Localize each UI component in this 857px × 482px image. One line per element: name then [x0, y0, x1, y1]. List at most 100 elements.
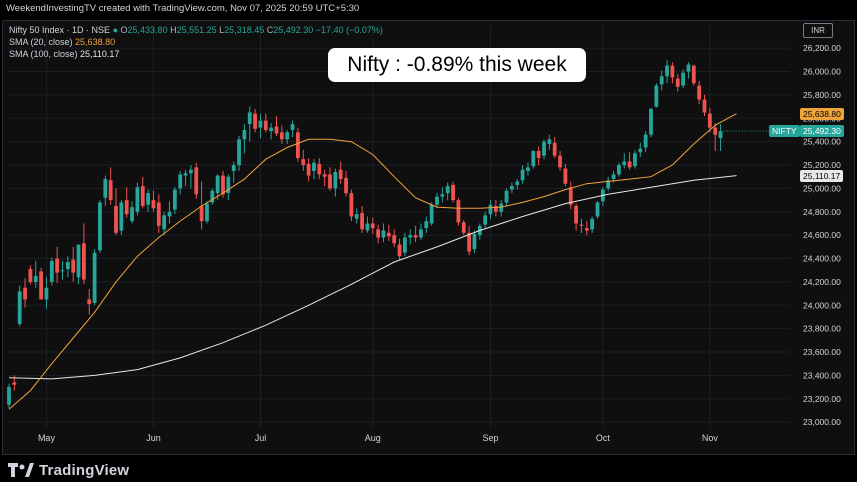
- candle[interactable]: [493, 200, 498, 217]
- candle[interactable]: [552, 137, 557, 159]
- candle[interactable]: [381, 223, 386, 243]
- candle[interactable]: [386, 224, 391, 242]
- candle[interactable]: [140, 176, 145, 209]
- candle[interactable]: [638, 142, 643, 157]
- currency-button[interactable]: INR: [803, 23, 833, 38]
- candle[interactable]: [258, 113, 263, 139]
- candle[interactable]: [531, 149, 536, 169]
- candle[interactable]: [237, 135, 241, 171]
- candle[interactable]: [622, 153, 627, 169]
- candle[interactable]: [194, 162, 199, 199]
- candle[interactable]: [322, 169, 327, 187]
- candle[interactable]: [643, 131, 648, 153]
- candle[interactable]: [301, 149, 306, 171]
- candle[interactable]: [87, 288, 92, 315]
- candle[interactable]: [178, 170, 183, 195]
- candle[interactable]: [483, 211, 488, 229]
- candle[interactable]: [156, 194, 161, 233]
- candle[interactable]: [649, 107, 653, 137]
- candle[interactable]: [681, 69, 685, 88]
- candle[interactable]: [71, 246, 76, 282]
- candle[interactable]: [456, 197, 461, 226]
- candle[interactable]: [633, 149, 637, 169]
- candle[interactable]: [360, 205, 364, 233]
- candle[interactable]: [584, 221, 589, 236]
- candle[interactable]: [654, 83, 659, 108]
- candle[interactable]: [98, 200, 102, 253]
- candle[interactable]: [435, 193, 439, 209]
- candle[interactable]: [290, 120, 295, 137]
- candle[interactable]: [253, 108, 257, 133]
- candle[interactable]: [7, 383, 11, 409]
- candle[interactable]: [82, 223, 86, 285]
- candle[interactable]: [536, 146, 541, 166]
- candle[interactable]: [65, 256, 70, 278]
- candle[interactable]: [49, 257, 54, 286]
- candle[interactable]: [574, 203, 578, 231]
- candle[interactable]: [103, 175, 108, 206]
- candle[interactable]: [499, 200, 504, 217]
- candle[interactable]: [172, 187, 177, 215]
- candle[interactable]: [707, 107, 712, 133]
- candle[interactable]: [279, 125, 284, 145]
- candle[interactable]: [199, 181, 204, 230]
- candle[interactable]: [205, 201, 209, 224]
- candle[interactable]: [397, 238, 402, 260]
- candle[interactable]: [461, 219, 466, 236]
- candle[interactable]: [713, 122, 718, 152]
- candle[interactable]: [226, 174, 231, 201]
- candle[interactable]: [445, 182, 450, 201]
- candle[interactable]: [590, 216, 595, 233]
- candle[interactable]: [702, 94, 707, 116]
- candle[interactable]: [349, 189, 354, 222]
- candle[interactable]: [670, 62, 675, 84]
- candle[interactable]: [354, 208, 359, 224]
- candle[interactable]: [665, 59, 669, 84]
- candle[interactable]: [17, 285, 22, 327]
- candle[interactable]: [23, 278, 27, 308]
- candle[interactable]: [413, 225, 418, 243]
- candle[interactable]: [146, 189, 150, 212]
- candle[interactable]: [183, 169, 188, 187]
- candle[interactable]: [429, 202, 434, 226]
- candle[interactable]: [92, 249, 97, 306]
- candle[interactable]: [467, 225, 471, 256]
- candle[interactable]: [370, 217, 375, 234]
- sma100-legend-row[interactable]: SMA (100, close) 25,110.17: [9, 48, 383, 60]
- candle[interactable]: [718, 124, 723, 152]
- candle[interactable]: [151, 190, 156, 212]
- sma100-line[interactable]: [8, 175, 737, 380]
- candle[interactable]: [686, 62, 691, 79]
- ohlc-legend-row[interactable]: Nifty 50 Index · 1D · NSE ● O25,433.80 H…: [9, 24, 383, 36]
- candle[interactable]: [317, 158, 322, 180]
- candle[interactable]: [579, 218, 584, 233]
- candle[interactable]: [39, 267, 43, 300]
- candle[interactable]: [520, 165, 525, 184]
- candle[interactable]: [231, 161, 236, 183]
- candle[interactable]: [477, 223, 482, 240]
- candle[interactable]: [675, 73, 680, 92]
- candle[interactable]: [328, 167, 332, 191]
- candle[interactable]: [130, 201, 134, 224]
- candle[interactable]: [403, 232, 407, 257]
- candle[interactable]: [344, 170, 348, 197]
- candle[interactable]: [274, 115, 279, 136]
- candle[interactable]: [119, 200, 124, 236]
- candle[interactable]: [600, 187, 605, 206]
- candle[interactable]: [542, 139, 546, 160]
- candle[interactable]: [124, 187, 129, 218]
- candle[interactable]: [451, 181, 455, 203]
- candle[interactable]: [488, 200, 493, 219]
- candle[interactable]: [60, 260, 65, 280]
- candle[interactable]: [617, 162, 621, 177]
- candle[interactable]: [210, 188, 215, 205]
- candle[interactable]: [627, 152, 632, 170]
- chart-panel[interactable]: [2, 20, 855, 455]
- candle[interactable]: [558, 151, 562, 171]
- candle[interactable]: [392, 229, 397, 247]
- candle[interactable]: [472, 230, 477, 253]
- candle[interactable]: [659, 70, 664, 91]
- candle[interactable]: [504, 188, 509, 206]
- candle[interactable]: [691, 64, 696, 86]
